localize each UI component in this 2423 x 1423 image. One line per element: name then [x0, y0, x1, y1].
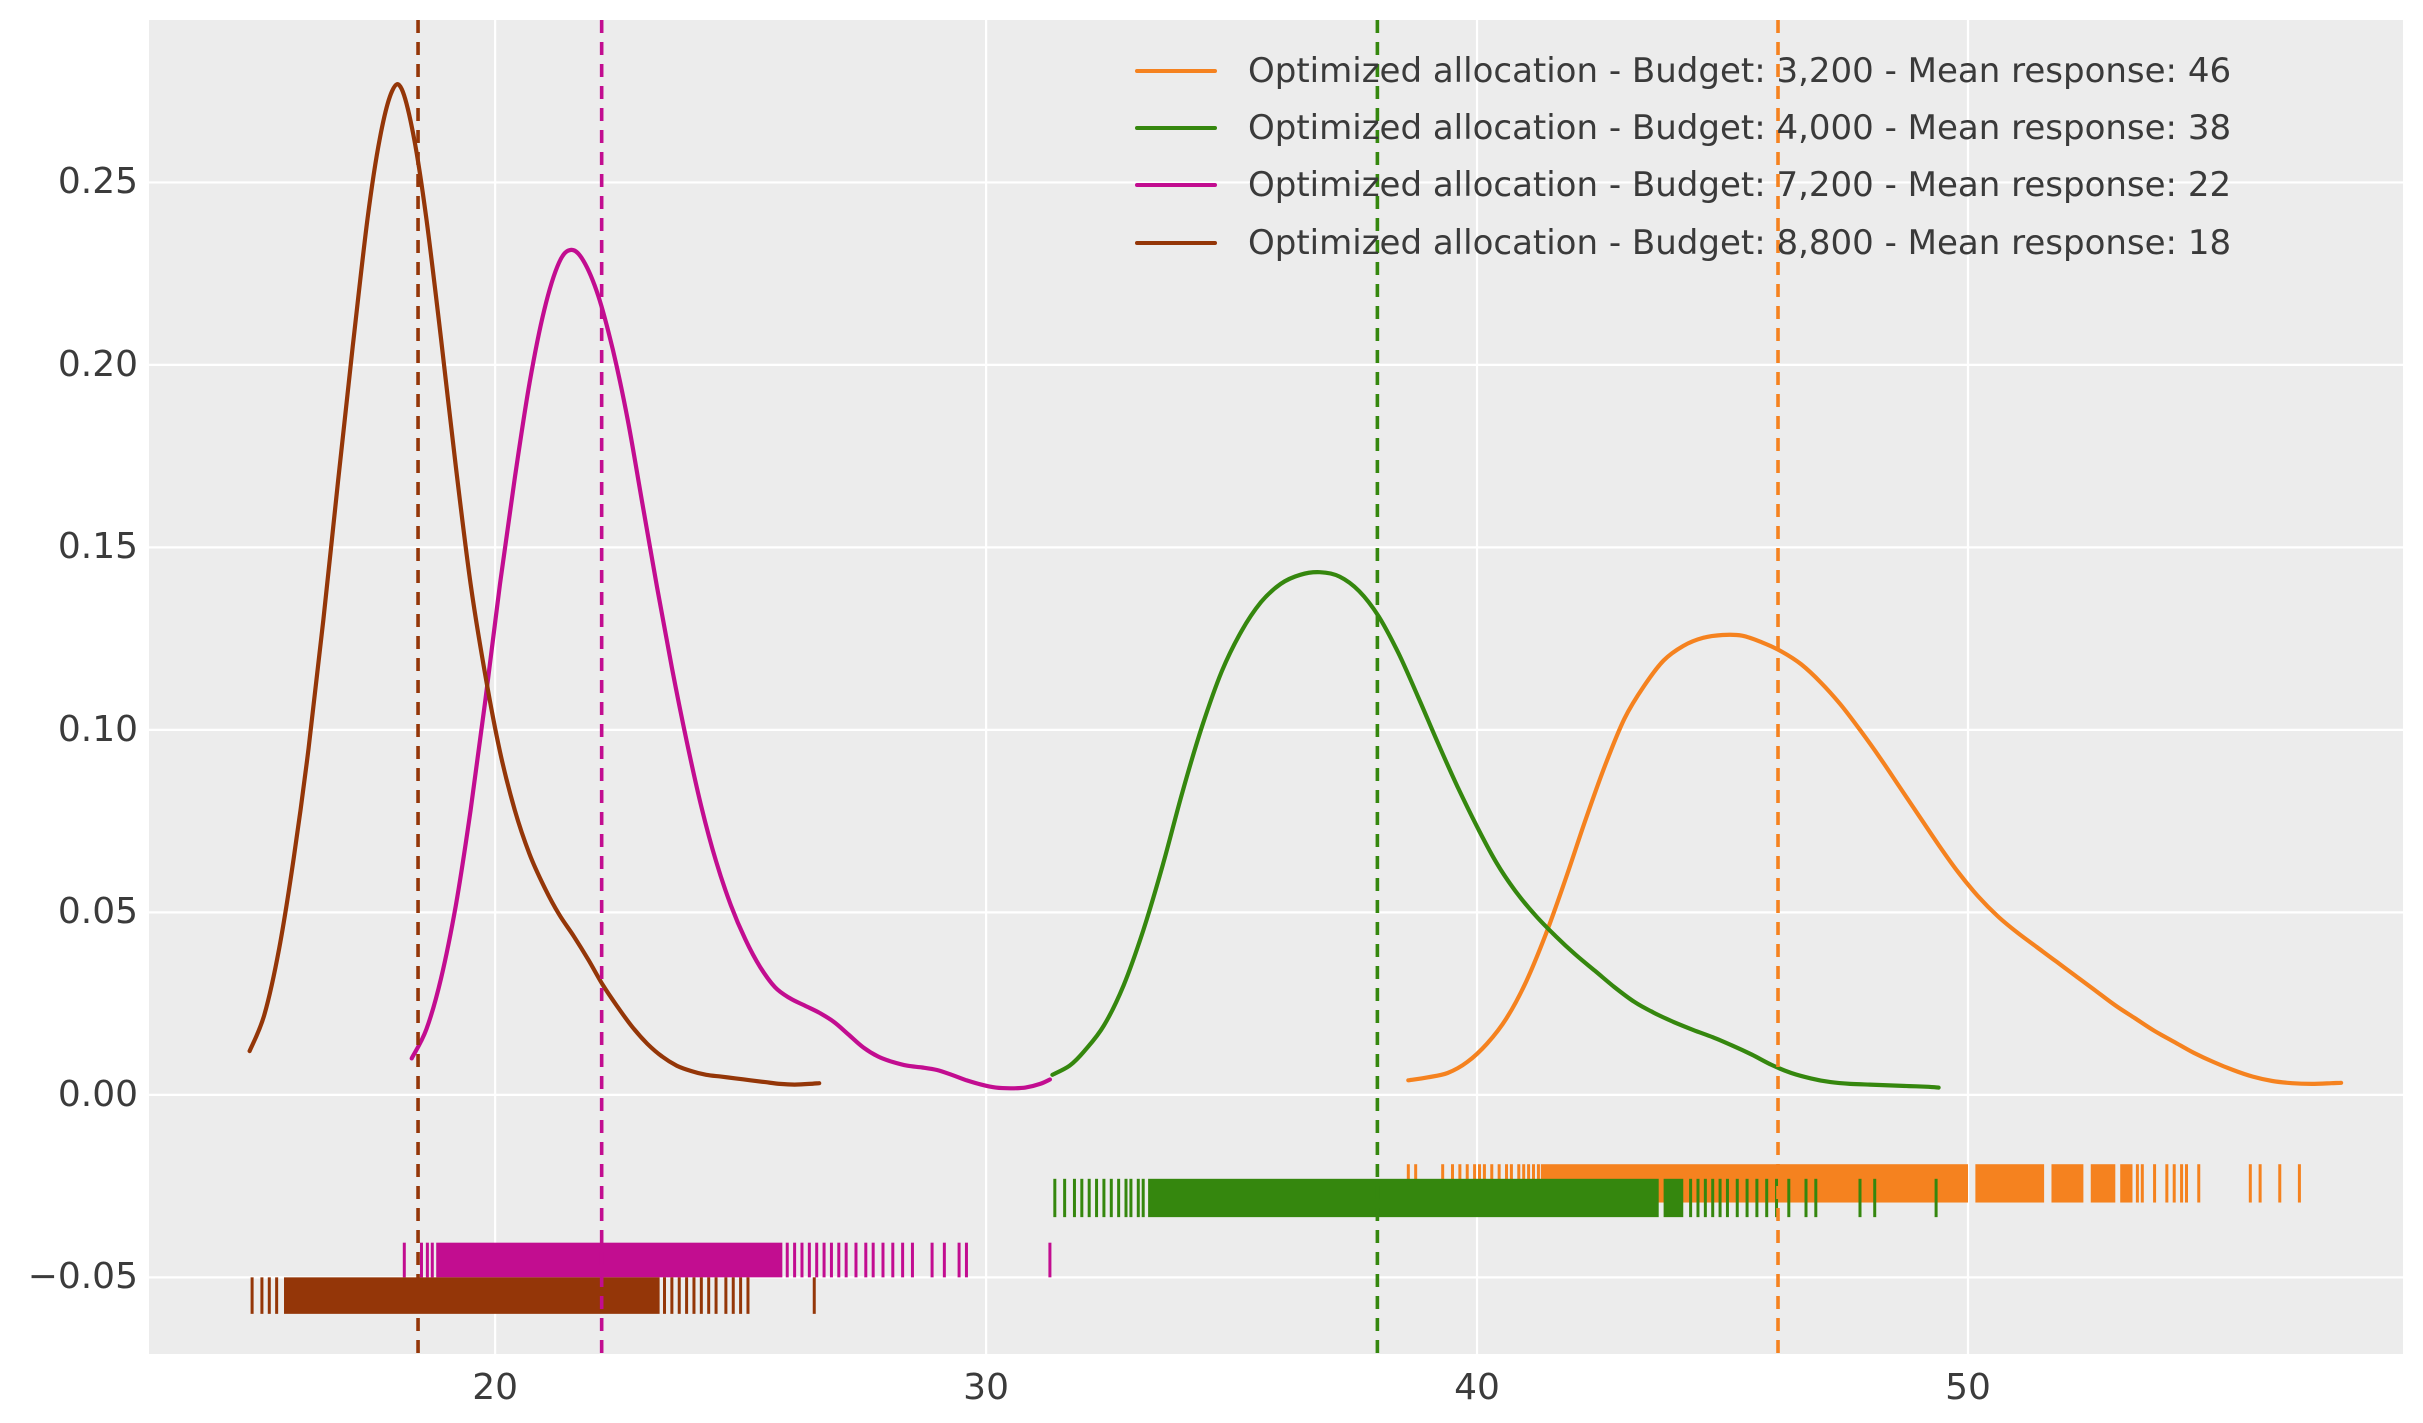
gridlines	[149, 20, 2403, 1354]
kde-curve-budget-3200	[1406, 632, 2344, 1086]
kde-curve-budget-4000	[1050, 570, 1941, 1090]
y-tick-label: 0.20	[57, 343, 138, 385]
legend-entry: Optimized allocation - Budget: 4,000 - M…	[1135, 99, 2231, 156]
x-tick-label: 40	[1454, 1367, 1500, 1408]
x-tick-label: 30	[963, 1367, 1009, 1408]
rug-dense-band	[1975, 1164, 2045, 1203]
legend-entry: Optimized allocation - Budget: 3,200 - M…	[1135, 42, 2231, 99]
legend-entry: Optimized allocation - Budget: 8,800 - M…	[1135, 214, 2231, 271]
legend-label: Optimized allocation - Budget: 4,000 - M…	[1248, 108, 2232, 149]
legend-label: Optimized allocation - Budget: 8,800 - M…	[1248, 222, 2232, 263]
legend-line-swatch	[1135, 126, 1217, 131]
axes-background	[149, 20, 2403, 1354]
rug-dense-band	[2090, 1164, 2116, 1203]
kde-curve-budget-8800	[247, 82, 822, 1087]
y-tick-label: −0.05	[27, 1256, 138, 1298]
y-tick-label: 0.00	[57, 1073, 138, 1115]
y-tick-label: 0.25	[57, 161, 138, 203]
y-tick-label: 0.05	[57, 891, 138, 933]
y-tick-label: 0.15	[57, 526, 138, 568]
legend-label: Optimized allocation - Budget: 3,200 - M…	[1248, 50, 2232, 91]
rug-dense-band	[1663, 1178, 1684, 1218]
legend-line-swatch	[1135, 183, 1217, 188]
legend-entry: Optimized allocation - Budget: 7,200 - M…	[1135, 157, 2231, 214]
rug-dense-band	[2051, 1164, 2084, 1203]
legend-label: Optimized allocation - Budget: 7,200 - M…	[1248, 165, 2232, 206]
x-tick-label: 20	[472, 1367, 519, 1408]
legend: Optimized allocation - Budget: 3,200 - M…	[1135, 42, 2231, 272]
rug-budget-7200	[402, 1242, 1052, 1278]
rug-budget-8800	[250, 1277, 816, 1314]
y-tick-label: 0.10	[57, 708, 138, 750]
legend-line-swatch	[1135, 68, 1217, 73]
rug-dense-band	[436, 1242, 783, 1278]
x-tick-label: 50	[1945, 1367, 1991, 1408]
kde-curve-budget-7200	[409, 247, 1052, 1091]
rug-dense-band	[284, 1277, 660, 1314]
rug-budget-4000	[1053, 1178, 1938, 1218]
rug-dense-band	[1148, 1178, 1659, 1218]
legend-line-swatch	[1135, 240, 1217, 245]
rug-dense-band	[2120, 1164, 2133, 1203]
